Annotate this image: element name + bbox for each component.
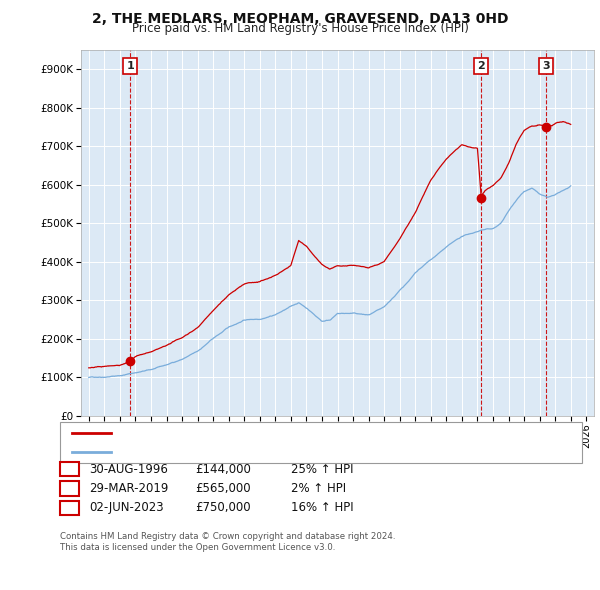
Text: 2, THE MEDLARS, MEOPHAM, GRAVESEND, DA13 0HD (detached house): 2, THE MEDLARS, MEOPHAM, GRAVESEND, DA13… xyxy=(117,428,490,438)
Text: Price paid vs. HM Land Registry's House Price Index (HPI): Price paid vs. HM Land Registry's House … xyxy=(131,22,469,35)
Text: 1: 1 xyxy=(126,61,134,71)
Text: 30-AUG-1996: 30-AUG-1996 xyxy=(89,463,167,476)
Text: 1: 1 xyxy=(65,463,74,476)
Text: 2: 2 xyxy=(65,482,74,495)
Text: 25% ↑ HPI: 25% ↑ HPI xyxy=(291,463,353,476)
Text: 2% ↑ HPI: 2% ↑ HPI xyxy=(291,482,346,495)
Text: £565,000: £565,000 xyxy=(195,482,251,495)
Text: £750,000: £750,000 xyxy=(195,502,251,514)
Text: Contains HM Land Registry data © Crown copyright and database right 2024.
This d: Contains HM Land Registry data © Crown c… xyxy=(60,532,395,552)
Text: 2, THE MEDLARS, MEOPHAM, GRAVESEND, DA13 0HD: 2, THE MEDLARS, MEOPHAM, GRAVESEND, DA13… xyxy=(92,12,508,26)
Text: 02-JUN-2023: 02-JUN-2023 xyxy=(89,502,163,514)
Text: 16% ↑ HPI: 16% ↑ HPI xyxy=(291,502,353,514)
Text: 3: 3 xyxy=(542,61,550,71)
Text: 29-MAR-2019: 29-MAR-2019 xyxy=(89,482,168,495)
Text: 3: 3 xyxy=(65,502,74,514)
Text: 2: 2 xyxy=(477,61,485,71)
Text: HPI: Average price, detached house, Gravesham: HPI: Average price, detached house, Grav… xyxy=(117,447,370,457)
Text: £144,000: £144,000 xyxy=(195,463,251,476)
